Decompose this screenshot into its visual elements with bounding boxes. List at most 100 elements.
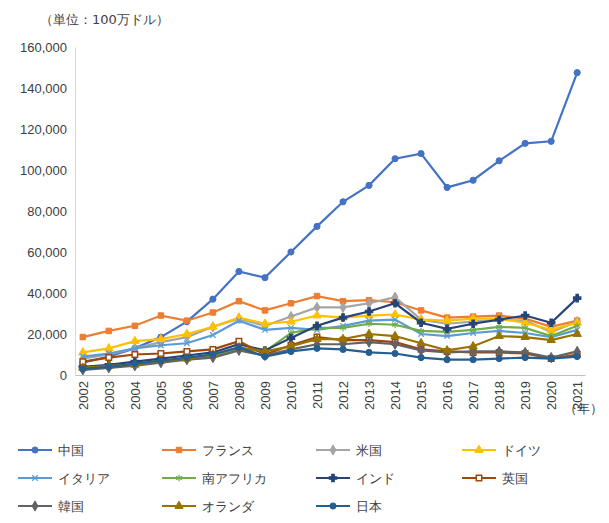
- legend-label: 韓国: [58, 499, 84, 514]
- x-tick-label: 2013: [362, 381, 377, 410]
- series-marker: [444, 184, 450, 190]
- legend-label: インド: [356, 471, 395, 486]
- series-marker: [522, 325, 528, 332]
- series-marker: [496, 315, 502, 325]
- series-marker: [521, 332, 529, 339]
- x-tick: 2008: [232, 375, 247, 410]
- legend-item: オランダ: [162, 499, 255, 514]
- legend-item: イタリア: [18, 471, 110, 486]
- y-tick: 20,000: [27, 327, 75, 342]
- series-marker: [184, 354, 190, 360]
- series-marker: [340, 199, 346, 205]
- x-tick-label: 2010: [284, 381, 299, 410]
- y-tick: 120,000: [20, 122, 75, 137]
- series-marker: [366, 349, 372, 355]
- x-tick-label: 2009: [258, 381, 273, 410]
- series-marker: [366, 337, 372, 347]
- legend-label: ドイツ: [502, 443, 541, 458]
- x-axis-title: （年）: [564, 401, 603, 416]
- series-marker: [288, 348, 294, 354]
- y-tick: 40,000: [27, 286, 75, 301]
- series-marker: [236, 344, 242, 350]
- series-marker: [469, 320, 476, 327]
- x-tick: 2002: [76, 375, 91, 410]
- x-tick: 2007: [206, 375, 221, 410]
- x-tick: 2009: [258, 375, 273, 410]
- legend-marker: [330, 445, 336, 455]
- x-tick: 2020: [544, 375, 559, 410]
- legend-label: 米国: [356, 443, 382, 458]
- y-tick-label: 120,000: [20, 122, 67, 137]
- series-marker: [392, 156, 398, 162]
- series-marker: [236, 318, 241, 323]
- series-marker: [236, 298, 241, 303]
- legend-label: イタリア: [58, 471, 110, 486]
- series-marker: [262, 308, 267, 313]
- series-marker: [443, 316, 451, 323]
- series-marker: [261, 319, 269, 326]
- x-axis: 2002200320042005200620072008200920102011…: [76, 375, 586, 410]
- legend-item: 日本: [316, 499, 382, 514]
- x-tick-label: 2004: [128, 381, 143, 410]
- legend-label: 英国: [502, 471, 528, 486]
- series-marker: [339, 334, 347, 341]
- series-marker: [418, 151, 424, 157]
- series-marker: [132, 361, 138, 371]
- y-tick-label: 160,000: [20, 40, 67, 55]
- series-marker: [313, 311, 321, 318]
- x-tick-label: 2015: [414, 381, 429, 410]
- legend-marker: [476, 475, 481, 480]
- series-marker: [261, 347, 269, 354]
- series-marker: [184, 318, 189, 323]
- x-tick-label: 2019: [518, 381, 533, 410]
- series-marker: [157, 334, 165, 341]
- x-tick: 2005: [154, 375, 169, 410]
- x-tick-label: 2008: [232, 381, 247, 410]
- y-tick-label: 0: [60, 368, 67, 383]
- series-marker: [496, 346, 502, 356]
- series-marker: [314, 223, 320, 229]
- x-tick-label: 2012: [336, 381, 351, 410]
- series-marker: [392, 350, 398, 356]
- legend: 中国フランス米国ドイツイタリア南アフリカインド英国韓国オランダ日本: [18, 443, 541, 514]
- series-marker: [262, 275, 268, 281]
- series-marker: [184, 319, 190, 325]
- x-tick: 2013: [362, 375, 377, 410]
- series-marker: [391, 331, 399, 338]
- series-marker: [444, 357, 450, 363]
- series-line: [83, 298, 577, 367]
- series-marker: [287, 317, 295, 324]
- legend-item: インド: [316, 471, 395, 486]
- series-marker: [365, 329, 373, 336]
- series-marker: [418, 328, 424, 335]
- series-marker: [366, 320, 372, 327]
- series-marker: [106, 355, 111, 360]
- x-tick: 2004: [128, 375, 143, 410]
- series-line: [83, 334, 577, 368]
- y-tick: 100,000: [20, 163, 75, 178]
- legend-item: 米国: [316, 443, 382, 458]
- x-tick: 2010: [284, 375, 299, 410]
- series-marker: [470, 177, 476, 183]
- series-marker: [522, 354, 528, 360]
- chart: 0 20,000 40,000 60,000 80,000 100,000 120,000 1…: [0, 0, 609, 523]
- y-tick-label: 40,000: [27, 286, 67, 301]
- series-marker: [574, 294, 581, 301]
- series-marker: [106, 363, 112, 373]
- legend-marker: [32, 447, 38, 453]
- series-marker: [79, 348, 87, 355]
- x-tick-label: 2003: [102, 381, 117, 410]
- x-axis-line: [76, 375, 586, 376]
- legend-label: 中国: [58, 443, 84, 458]
- series-marker: [235, 343, 243, 350]
- y-tick-label: 60,000: [27, 245, 67, 260]
- legend-marker: [475, 445, 483, 452]
- legend-label: 南アフリカ: [202, 471, 267, 486]
- y-tick-label: 20,000: [27, 327, 67, 342]
- series-marker: [132, 360, 138, 367]
- series-marker: [574, 323, 580, 330]
- series-marker: [131, 360, 139, 367]
- legend-item: 中国: [18, 443, 84, 458]
- y-tick: 80,000: [27, 204, 75, 219]
- series-marker: [210, 351, 216, 357]
